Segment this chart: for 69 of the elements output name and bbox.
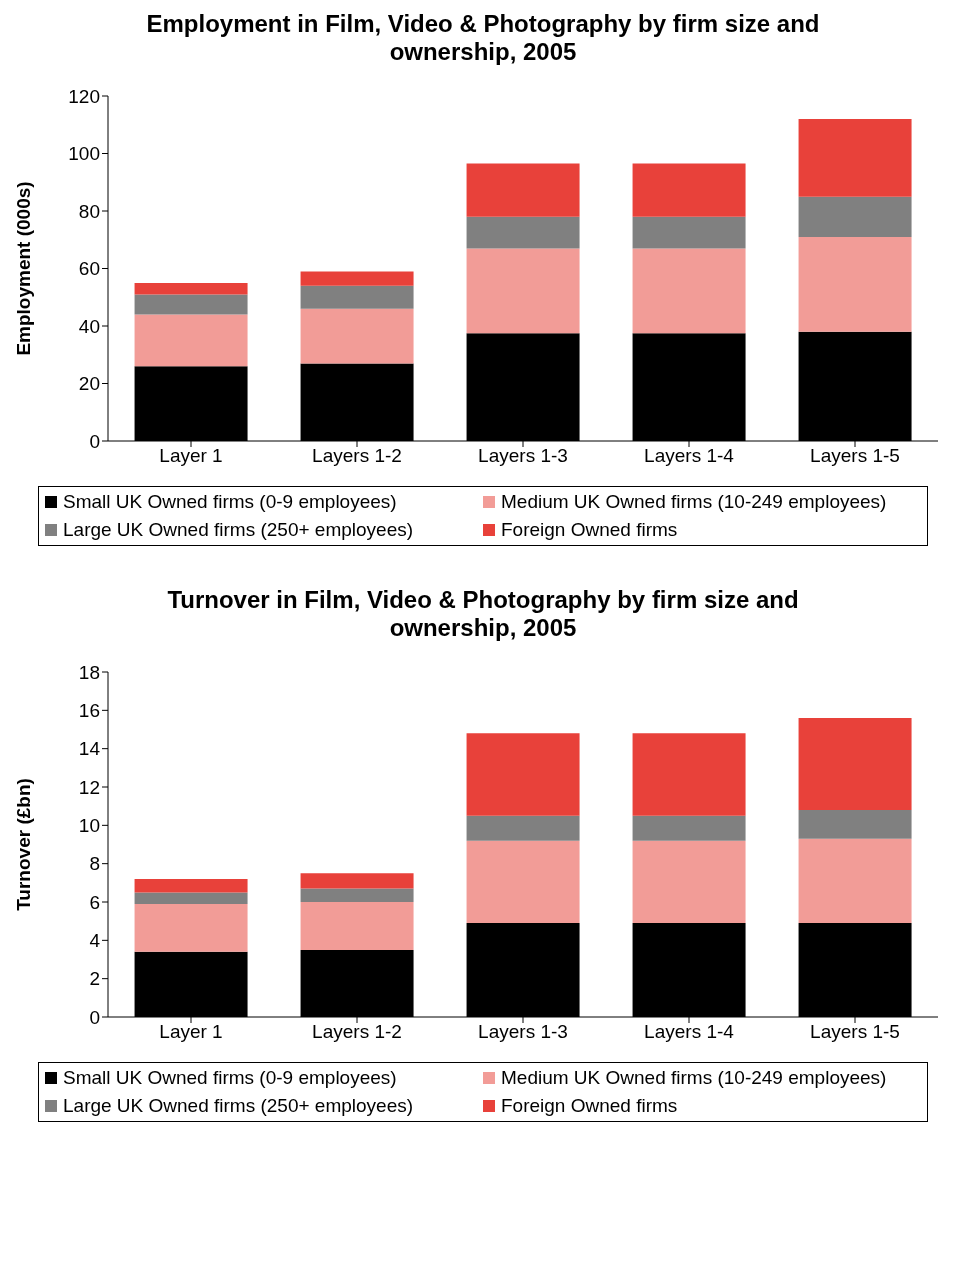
legend-label: Foreign Owned firms: [501, 519, 678, 541]
bar: [134, 282, 248, 295]
bar: [632, 733, 746, 816]
legend-label: Medium UK Owned firms (10-249 employees): [501, 1067, 887, 1089]
bar: [798, 119, 912, 197]
chart-title: Employment in Film, Video & Photography by firm size and ownership, 2005: [145, 10, 821, 66]
bar: [466, 840, 580, 924]
bar: [466, 248, 580, 334]
bar: [300, 271, 414, 286]
x-tick-label: Layers 1-5: [810, 1021, 900, 1043]
bar: [798, 838, 912, 924]
x-tick-label: Layer 1: [159, 1021, 223, 1043]
bar: [300, 902, 414, 950]
bar: [466, 733, 580, 816]
legend-label: Small UK Owned firms (0-9 employees): [63, 1067, 397, 1089]
legend-label: Medium UK Owned firms (10-249 employees): [501, 491, 887, 513]
y-tick-label: 20: [78, 373, 100, 395]
y-tick-label: 2: [89, 968, 100, 990]
y-tick-label: 14: [78, 738, 101, 760]
bar: [134, 879, 248, 893]
bar: [798, 196, 912, 237]
chart-title: Turnover in Film, Video & Photography by firm size and ownership, 2005: [166, 586, 800, 642]
y-tick-label: 100: [68, 143, 100, 165]
y-tick-label: 12: [78, 776, 100, 798]
x-tick-label: Layers 1-2: [312, 1021, 402, 1043]
bar: [300, 873, 414, 889]
x-tick-label: Layers 1-3: [478, 445, 568, 467]
x-tick-label: Layers 1-3: [478, 1021, 568, 1043]
bar: [798, 236, 912, 332]
y-tick-label: 4: [89, 930, 101, 952]
y-axis-title: Employment (000s): [12, 181, 34, 356]
legend-label: Small UK Owned firms (0-9 employees): [63, 491, 397, 513]
bar: [300, 308, 414, 364]
bar: [632, 216, 746, 249]
y-tick-label: 0: [89, 430, 100, 452]
bar: [632, 815, 746, 841]
y-tick-label: 10: [78, 815, 100, 837]
bar: [632, 248, 746, 334]
bar: [300, 888, 414, 902]
bar: [798, 810, 912, 839]
y-tick-label: 60: [78, 258, 100, 280]
bar: [632, 840, 746, 924]
bar: [134, 903, 248, 952]
legend-label: Foreign Owned firms: [501, 1095, 678, 1117]
bar: [466, 163, 580, 217]
bar: [466, 815, 580, 841]
y-tick-label: 18: [78, 661, 100, 683]
x-tick-label: Layer 1: [159, 445, 223, 467]
x-tick-label: Layers 1-5: [810, 445, 900, 467]
bar: [134, 892, 248, 904]
y-tick-label: 8: [89, 853, 100, 875]
y-tick-label: 6: [89, 891, 100, 913]
y-tick-label: 40: [78, 315, 100, 337]
y-tick-label: 120: [68, 85, 100, 107]
y-tick-label: 0: [89, 1006, 100, 1028]
x-tick-label: Layers 1-4: [644, 445, 735, 467]
y-tick-label: 16: [78, 700, 100, 722]
bar: [798, 718, 912, 810]
y-tick-label: 80: [78, 200, 100, 222]
bar: [134, 294, 248, 315]
bar: [300, 285, 414, 309]
bar: [134, 314, 248, 367]
y-axis-title: Turnover (£bn): [12, 778, 34, 911]
bar: [632, 163, 746, 217]
legend-label: Large UK Owned firms (250+ employees): [63, 1095, 414, 1117]
x-tick-label: Layers 1-2: [312, 445, 402, 467]
legend-label: Large UK Owned firms (250+ employees): [63, 519, 414, 541]
bar: [466, 216, 580, 249]
x-tick-label: Layers 1-4: [644, 1021, 735, 1043]
